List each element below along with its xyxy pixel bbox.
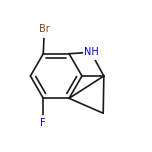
Text: NH: NH [84, 47, 98, 57]
Text: Br: Br [39, 24, 50, 34]
Text: F: F [40, 118, 46, 128]
